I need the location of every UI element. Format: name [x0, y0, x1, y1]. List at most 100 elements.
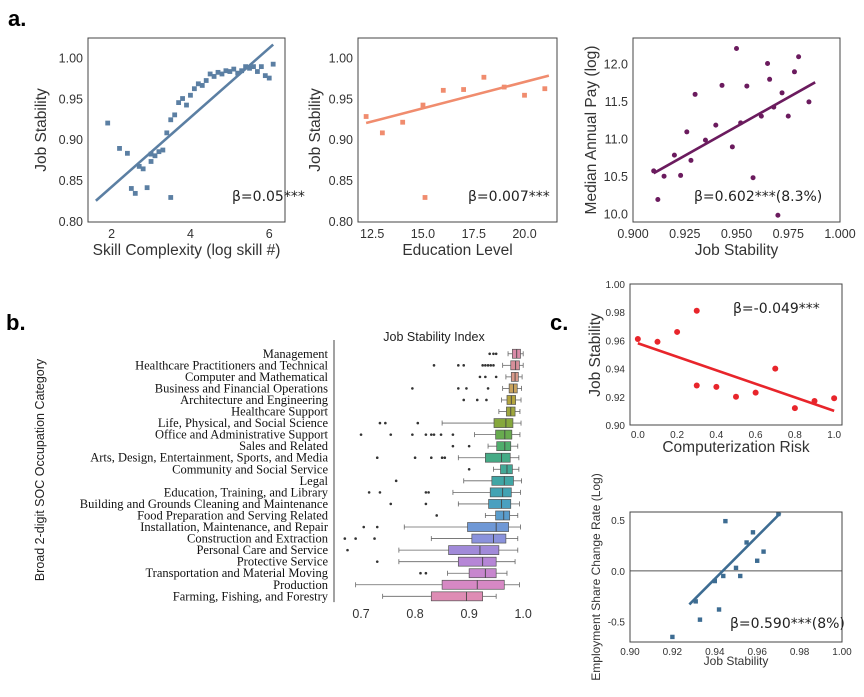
data-point [160, 147, 166, 153]
box-iqr [467, 522, 509, 532]
x-tick-label: 1.000 [824, 227, 855, 241]
data-point [211, 74, 217, 79]
outlier-point [362, 525, 366, 529]
data-point [184, 102, 189, 108]
data-point [262, 73, 268, 79]
outlier-point [378, 491, 382, 494]
data-point [791, 69, 797, 75]
data-point [144, 185, 150, 191]
x-axis-label: Job Stability [695, 242, 779, 259]
beta-annotation: β=0.05*** [232, 189, 305, 205]
category-label: Arts, Design, Entertainment, Sports, and… [90, 451, 328, 465]
category-label: Construction and Extraction [187, 532, 329, 546]
outlier-point [359, 433, 363, 436]
data-point [400, 119, 406, 125]
data-point [684, 129, 690, 135]
outlier-point [484, 375, 487, 379]
x-axis-label: Job Stability [704, 654, 769, 668]
box-iqr [471, 533, 507, 544]
box-iqr [493, 418, 514, 428]
outlier-point [419, 571, 422, 575]
outlier-point [416, 421, 420, 425]
outlier-point [440, 456, 444, 460]
data-point [231, 66, 237, 72]
category-label: Farming, Fishing, and Forestry [173, 589, 329, 603]
data-point [176, 100, 182, 106]
data-point [634, 335, 641, 342]
data-point [219, 71, 225, 77]
y-axis-label: Job Stability [587, 313, 604, 397]
beta-annotation: β=0.602***(8.3%) [694, 189, 822, 205]
data-point [721, 573, 726, 579]
outlier-point [492, 352, 495, 356]
x-tick-label: 0.90 [620, 647, 640, 658]
data-point [831, 395, 838, 402]
outlier-point [432, 433, 436, 436]
x-tick-label: 12.5 [360, 227, 384, 241]
outlier-point [424, 433, 428, 436]
data-point [251, 64, 256, 70]
data-point [247, 65, 252, 71]
data-point [140, 166, 146, 172]
box-iqr [430, 591, 483, 602]
data-point [105, 120, 111, 126]
outlier-point [411, 387, 414, 390]
data-point [775, 212, 781, 218]
outlier-point [478, 375, 482, 379]
x-tick-label: 0.9 [460, 607, 477, 621]
data-point [542, 86, 548, 92]
data-point [258, 64, 264, 70]
outlier-point [462, 364, 466, 367]
box-iqr [448, 545, 500, 555]
x-tick-label: 15.0 [411, 227, 435, 241]
y-axis-label: Job Stability [33, 88, 50, 172]
y-tick-label: 10.0 [604, 207, 628, 221]
y-tick-label: 1.00 [329, 51, 353, 65]
data-point [791, 405, 798, 412]
outlier-point [486, 364, 490, 367]
plot-frame [629, 283, 843, 426]
data-point [697, 617, 703, 622]
outlier-point [443, 456, 447, 460]
y-tick-label: 0.85 [59, 174, 83, 188]
chart-computerization-risk: 0.0 0.2 0.4 0.6 0.8 1.0 0.90 0.92 0.94 0.96 0.98 1.… [587, 280, 843, 456]
y-tick-label: 1.00 [59, 51, 83, 65]
data-point [772, 365, 779, 372]
outlier-point [429, 456, 433, 460]
y-tick-label: 0.98 [606, 308, 626, 319]
box-iqr [510, 360, 520, 371]
y-tick-label: 0.90 [59, 133, 83, 147]
outlier-point [494, 375, 498, 379]
data-point [729, 144, 735, 150]
chart-employment-share: 0.90 0.92 0.94 0.96 0.98 1.00 -0.5 0.0 0.5 Job St… [589, 473, 852, 680]
data-point [235, 70, 241, 76]
outlier-point [457, 387, 460, 390]
outlier-point [378, 421, 382, 425]
outlier-point [375, 525, 379, 529]
box-iqr [485, 452, 511, 463]
data-point [779, 90, 785, 96]
box-iqr [491, 475, 514, 486]
x-axis-label: Skill Complexity (log skill #) [93, 242, 281, 259]
category-label: Computer and Mathematical [185, 370, 329, 384]
data-point [148, 151, 154, 157]
data-point [363, 114, 369, 119]
data-point [266, 75, 272, 81]
data-point [693, 599, 698, 604]
category-label: Management [263, 347, 329, 361]
outlier-point [389, 433, 393, 436]
data-point [688, 157, 694, 163]
data-point [422, 195, 428, 200]
beta-annotation: β=0.007*** [468, 189, 550, 205]
box-iqr [495, 510, 511, 521]
outlier-point [429, 433, 433, 436]
data-point [215, 69, 221, 75]
outlier-point [354, 537, 357, 540]
outlier-point [494, 352, 498, 356]
y-tick-label: 0.90 [606, 421, 626, 432]
data-point [227, 69, 233, 74]
data-point [750, 175, 756, 181]
category-label: Production [273, 578, 329, 592]
data-point [693, 307, 700, 314]
